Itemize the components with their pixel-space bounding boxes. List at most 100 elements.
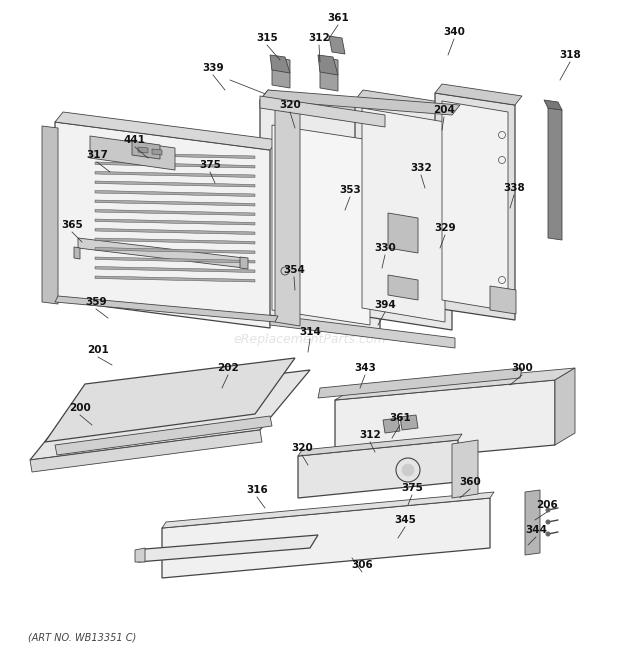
Text: (ART NO. WB13351 C): (ART NO. WB13351 C) <box>28 633 136 643</box>
Polygon shape <box>318 55 338 75</box>
Polygon shape <box>95 190 255 196</box>
Polygon shape <box>272 57 290 88</box>
Polygon shape <box>95 276 255 282</box>
Text: 320: 320 <box>291 443 313 453</box>
Text: eReplacementParts.com: eReplacementParts.com <box>234 334 386 346</box>
Polygon shape <box>400 415 418 430</box>
Polygon shape <box>318 368 522 398</box>
Polygon shape <box>95 153 255 159</box>
Polygon shape <box>270 55 290 73</box>
Text: 394: 394 <box>374 300 396 310</box>
Text: 200: 200 <box>69 403 91 413</box>
Polygon shape <box>320 57 338 91</box>
Polygon shape <box>490 286 516 314</box>
Text: 339: 339 <box>202 63 224 73</box>
Text: 315: 315 <box>256 33 278 43</box>
Polygon shape <box>30 430 262 472</box>
Text: 354: 354 <box>283 265 305 275</box>
Text: 312: 312 <box>359 430 381 440</box>
Polygon shape <box>95 219 255 225</box>
Text: 329: 329 <box>434 223 456 233</box>
Polygon shape <box>362 108 445 322</box>
Polygon shape <box>95 181 255 187</box>
Polygon shape <box>270 315 455 348</box>
Text: 375: 375 <box>199 160 221 170</box>
Polygon shape <box>548 108 562 240</box>
Text: 320: 320 <box>279 100 301 110</box>
Polygon shape <box>442 101 508 311</box>
Polygon shape <box>55 122 270 328</box>
Polygon shape <box>74 247 80 259</box>
Polygon shape <box>45 358 295 442</box>
Polygon shape <box>138 535 318 562</box>
Text: 306: 306 <box>351 560 373 570</box>
Polygon shape <box>298 434 462 456</box>
Polygon shape <box>162 498 490 578</box>
Polygon shape <box>42 126 58 304</box>
Polygon shape <box>435 93 515 320</box>
Text: 312: 312 <box>308 33 330 43</box>
Polygon shape <box>95 171 255 178</box>
Polygon shape <box>555 368 575 445</box>
Text: 359: 359 <box>85 297 107 307</box>
Text: 300: 300 <box>511 363 533 373</box>
Polygon shape <box>355 100 452 330</box>
Polygon shape <box>95 162 255 168</box>
Text: 441: 441 <box>124 135 146 145</box>
Text: 204: 204 <box>433 105 455 115</box>
Polygon shape <box>335 368 575 400</box>
Text: 332: 332 <box>410 163 432 173</box>
Polygon shape <box>95 229 255 235</box>
Polygon shape <box>388 213 418 253</box>
Polygon shape <box>544 100 562 110</box>
Polygon shape <box>162 492 494 528</box>
Polygon shape <box>78 238 244 268</box>
Polygon shape <box>30 370 310 460</box>
Text: 314: 314 <box>299 327 321 337</box>
Polygon shape <box>260 100 380 338</box>
Polygon shape <box>272 125 370 325</box>
Polygon shape <box>260 90 388 118</box>
Circle shape <box>546 531 551 537</box>
Text: 361: 361 <box>327 13 349 23</box>
Text: 345: 345 <box>394 515 416 525</box>
Polygon shape <box>355 90 460 115</box>
Text: 317: 317 <box>86 150 108 160</box>
Polygon shape <box>152 149 162 155</box>
Text: 353: 353 <box>339 185 361 195</box>
Text: 344: 344 <box>525 525 547 535</box>
Polygon shape <box>329 36 345 54</box>
Polygon shape <box>260 90 460 115</box>
Circle shape <box>546 508 551 512</box>
Circle shape <box>546 520 551 524</box>
Text: 201: 201 <box>87 345 109 355</box>
Polygon shape <box>132 141 160 159</box>
Polygon shape <box>383 418 400 433</box>
Text: 330: 330 <box>374 243 396 253</box>
Text: 318: 318 <box>559 50 581 60</box>
Text: 338: 338 <box>503 183 525 193</box>
Polygon shape <box>90 136 175 170</box>
Polygon shape <box>335 380 555 465</box>
Polygon shape <box>95 257 255 263</box>
Polygon shape <box>275 104 300 326</box>
Polygon shape <box>240 257 248 269</box>
Text: 375: 375 <box>401 483 423 493</box>
Polygon shape <box>388 275 418 300</box>
Text: 343: 343 <box>354 363 376 373</box>
Text: 316: 316 <box>246 485 268 495</box>
Polygon shape <box>135 548 145 562</box>
Polygon shape <box>95 266 255 272</box>
Text: 360: 360 <box>459 477 481 487</box>
Polygon shape <box>298 440 458 498</box>
Polygon shape <box>55 416 272 455</box>
Polygon shape <box>95 247 255 254</box>
Polygon shape <box>452 440 478 498</box>
Polygon shape <box>95 200 255 206</box>
Text: 340: 340 <box>443 27 465 37</box>
Polygon shape <box>525 490 540 555</box>
Circle shape <box>402 464 414 476</box>
Polygon shape <box>95 210 255 215</box>
Text: 206: 206 <box>536 500 558 510</box>
Text: 202: 202 <box>217 363 239 373</box>
